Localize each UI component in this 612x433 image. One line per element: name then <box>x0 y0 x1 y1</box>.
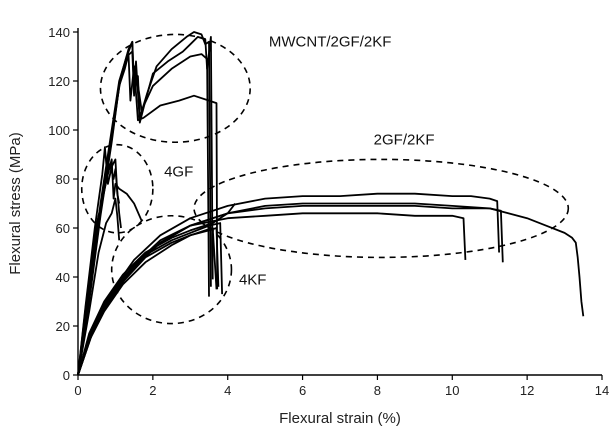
group-annotation: MWCNT/2GF/2KF <box>269 34 392 51</box>
series-line <box>77 53 219 376</box>
y-tick-label: 20 <box>56 319 70 334</box>
y-tick-label: 40 <box>56 270 70 285</box>
x-tick-label: 8 <box>374 383 381 398</box>
x-tick-label: 12 <box>520 383 534 398</box>
x-tick-label: 10 <box>445 383 459 398</box>
x-tick-label: 14 <box>595 383 609 398</box>
axes <box>77 28 602 376</box>
group-ellipse <box>110 214 233 325</box>
x-axis-title: Flexural strain (%) <box>279 410 401 427</box>
x-ticks: 0 2 4 6 8 10 12 14 <box>74 375 609 398</box>
x-tick-label: 4 <box>224 383 231 398</box>
x-tick-label: 2 <box>149 383 156 398</box>
x-tick-label: 6 <box>299 383 306 398</box>
y-ticks: 0 20 40 60 80 100 120 140 <box>48 25 78 383</box>
group-annotation: 4GF <box>164 164 193 181</box>
group-ellipse <box>193 158 570 259</box>
series-curves <box>77 31 585 376</box>
group-ellipse <box>99 33 251 144</box>
y-tick-label: 140 <box>48 25 70 40</box>
series-line <box>77 197 121 376</box>
y-tick-label: 0 <box>63 368 70 383</box>
group-ellipses <box>80 33 570 325</box>
annotations: MWCNT/2GF/2KF 4GF 2GF/2KF 4KF <box>164 34 434 289</box>
series-line <box>77 205 504 376</box>
y-tick-label: 100 <box>48 123 70 138</box>
group-annotation: 2GF/2KF <box>374 132 435 149</box>
y-tick-label: 120 <box>48 74 70 89</box>
group-annotation: 4KF <box>239 271 267 288</box>
y-tick-label: 60 <box>56 221 70 236</box>
series-line <box>77 158 143 376</box>
series-line <box>77 202 585 376</box>
y-axis-title: Flexural stress (MPa) <box>7 132 24 275</box>
x-tick-label: 0 <box>74 383 81 398</box>
series-line <box>77 192 500 376</box>
y-tick-label: 80 <box>56 172 70 187</box>
group-ellipse <box>80 143 154 234</box>
series-line <box>77 227 218 376</box>
series-line <box>77 212 467 376</box>
